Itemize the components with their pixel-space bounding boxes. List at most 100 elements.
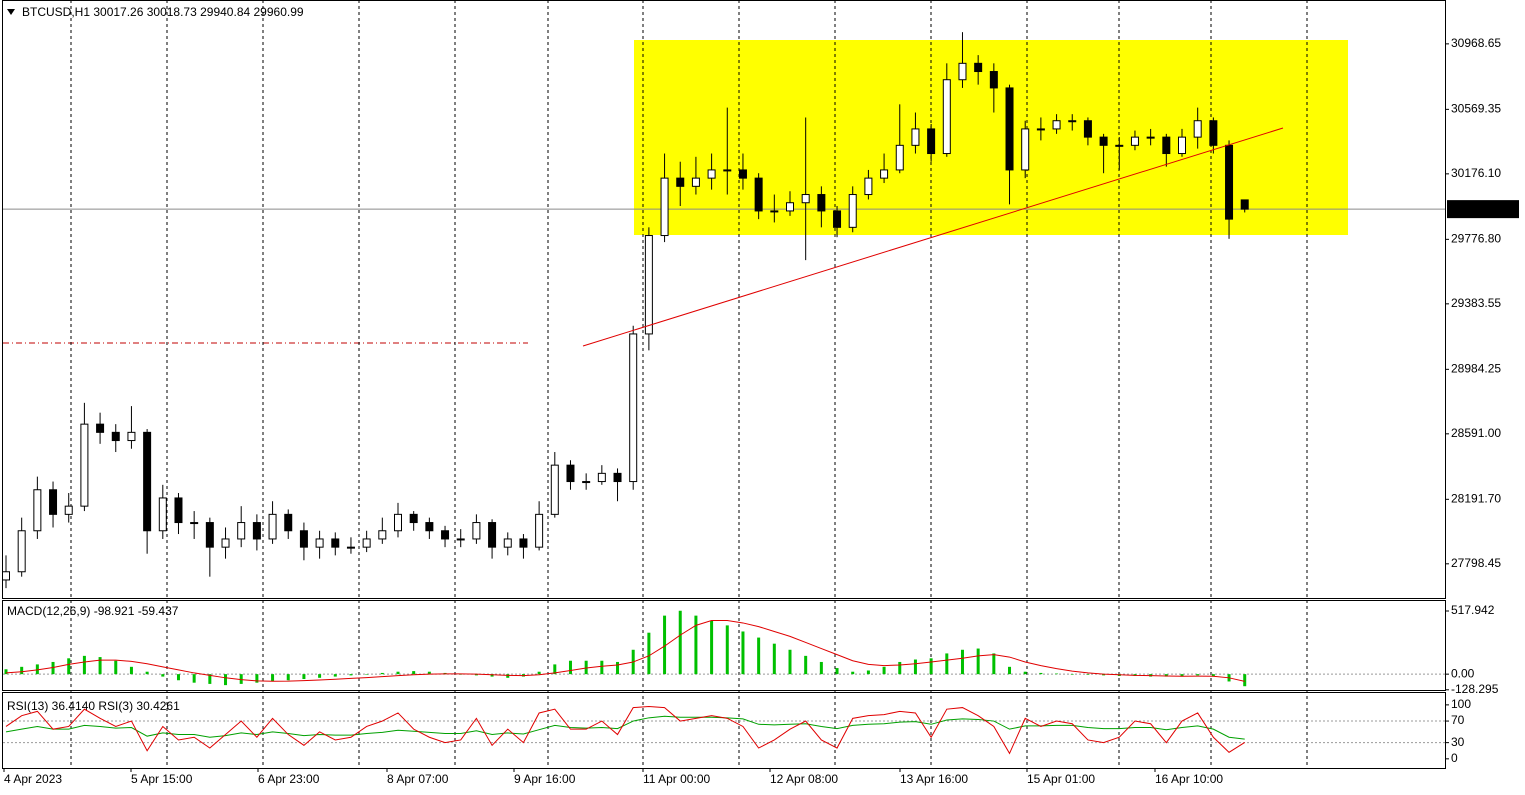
candle-body <box>550 464 559 515</box>
candle-body <box>346 546 355 549</box>
candle-body <box>80 423 89 507</box>
candle-body <box>96 423 105 433</box>
candle-body <box>707 169 716 179</box>
candle-body <box>1162 136 1171 155</box>
candle-body <box>409 513 418 524</box>
macd-bar <box>568 660 572 675</box>
macd-bar <box>1102 674 1106 676</box>
y-tick-label: 29776.80 <box>1451 232 1501 246</box>
candle-body <box>535 513 544 548</box>
macd-bar <box>929 658 933 675</box>
macd-bar <box>224 674 228 686</box>
x-tick-label: 4 Apr 2023 <box>4 772 62 786</box>
candle-body <box>817 194 826 212</box>
macd-bar <box>255 674 259 683</box>
macd-bar <box>553 664 557 675</box>
candle-body <box>252 522 261 540</box>
macd-bar <box>192 674 196 683</box>
candle-body <box>1036 128 1045 131</box>
macd-bar <box>161 674 165 677</box>
macd-bar <box>678 610 682 675</box>
candle-body <box>378 530 387 540</box>
candle-body <box>299 530 308 548</box>
macd-bar <box>129 666 133 675</box>
x-tick-label: 12 Apr 08:00 <box>770 772 838 786</box>
x-tick-label: 11 Apr 00:00 <box>643 772 710 786</box>
candle-body <box>942 79 951 155</box>
macd-bar <box>4 669 8 675</box>
macd-bar <box>490 674 494 677</box>
macd-bar <box>114 660 118 675</box>
macd-bar <box>616 661 620 675</box>
candle-body <box>613 472 622 483</box>
y-tick-label: 517.942 <box>1451 603 1495 617</box>
macd-bar <box>380 672 384 675</box>
y-tick-label: 70 <box>1451 713 1465 727</box>
candle-body <box>394 513 402 532</box>
macd-bar <box>788 649 792 675</box>
macd-bar <box>208 674 212 684</box>
macd-bar <box>365 674 369 675</box>
y-tick-label: 28191.70 <box>1451 491 1501 505</box>
macd-bar <box>145 671 149 675</box>
macd-bar <box>412 671 416 675</box>
dropdown-arrow[interactable] <box>7 9 15 15</box>
x-tick-label: 8 Apr 07:00 <box>387 772 449 786</box>
y-tick-label: 30176.10 <box>1451 166 1501 180</box>
x-tick-label: 6 Apr 23:00 <box>258 772 320 786</box>
macd-bar <box>1164 674 1168 677</box>
macd-bar <box>741 631 745 675</box>
macd-bar <box>819 661 823 675</box>
y-tick-label: 28984.25 <box>1451 361 1501 375</box>
candle-body <box>770 210 779 213</box>
candle-body <box>205 522 214 548</box>
macd-bar <box>835 668 839 675</box>
macd-bar <box>1180 674 1184 677</box>
macd-bar <box>710 620 714 675</box>
candle-body <box>127 431 136 442</box>
candle-body <box>1146 136 1155 139</box>
y-tick-label: 30968.65 <box>1451 36 1501 50</box>
macd-bar <box>851 671 855 675</box>
drawings <box>582 127 1284 347</box>
macd-bar <box>898 661 902 675</box>
y-tick-label: 27798.45 <box>1451 556 1501 570</box>
candle-body <box>1193 120 1202 138</box>
macd-bar <box>1008 666 1012 675</box>
candle-body <box>1052 120 1061 130</box>
candle-body <box>833 210 842 228</box>
candle-body <box>848 194 857 228</box>
candle-body <box>174 497 183 524</box>
macd-bar <box>1243 674 1247 687</box>
macd-bar <box>757 637 761 675</box>
macd-bar <box>1086 674 1090 675</box>
candle-body <box>958 62 967 81</box>
candle-body <box>786 202 794 212</box>
candle-body <box>456 538 465 541</box>
candle-body <box>221 538 230 548</box>
x-tick-label: 9 Apr 16:00 <box>514 772 576 786</box>
macd-bar <box>992 653 996 675</box>
macd-bar <box>945 653 949 675</box>
macd-bar <box>584 660 588 675</box>
y-tick-label: 0.00 <box>1451 666 1475 680</box>
macd-bar <box>67 658 71 675</box>
macd-bar <box>600 660 604 675</box>
trend-line <box>582 127 1284 347</box>
candle-body <box>49 489 58 515</box>
candle-body <box>425 522 434 532</box>
candle-body <box>927 128 936 155</box>
macd-bar <box>176 674 180 681</box>
candle-body <box>111 431 120 442</box>
macd-bar <box>866 670 870 675</box>
macd-bar <box>474 674 478 676</box>
candle-body <box>472 522 481 540</box>
rsi-panel <box>2 692 1446 769</box>
main-panel <box>2 0 1446 599</box>
y-tick-label: 30 <box>1451 735 1465 749</box>
macd-bar <box>537 671 541 675</box>
candle-body <box>1005 87 1014 171</box>
macd-bar <box>35 664 39 675</box>
